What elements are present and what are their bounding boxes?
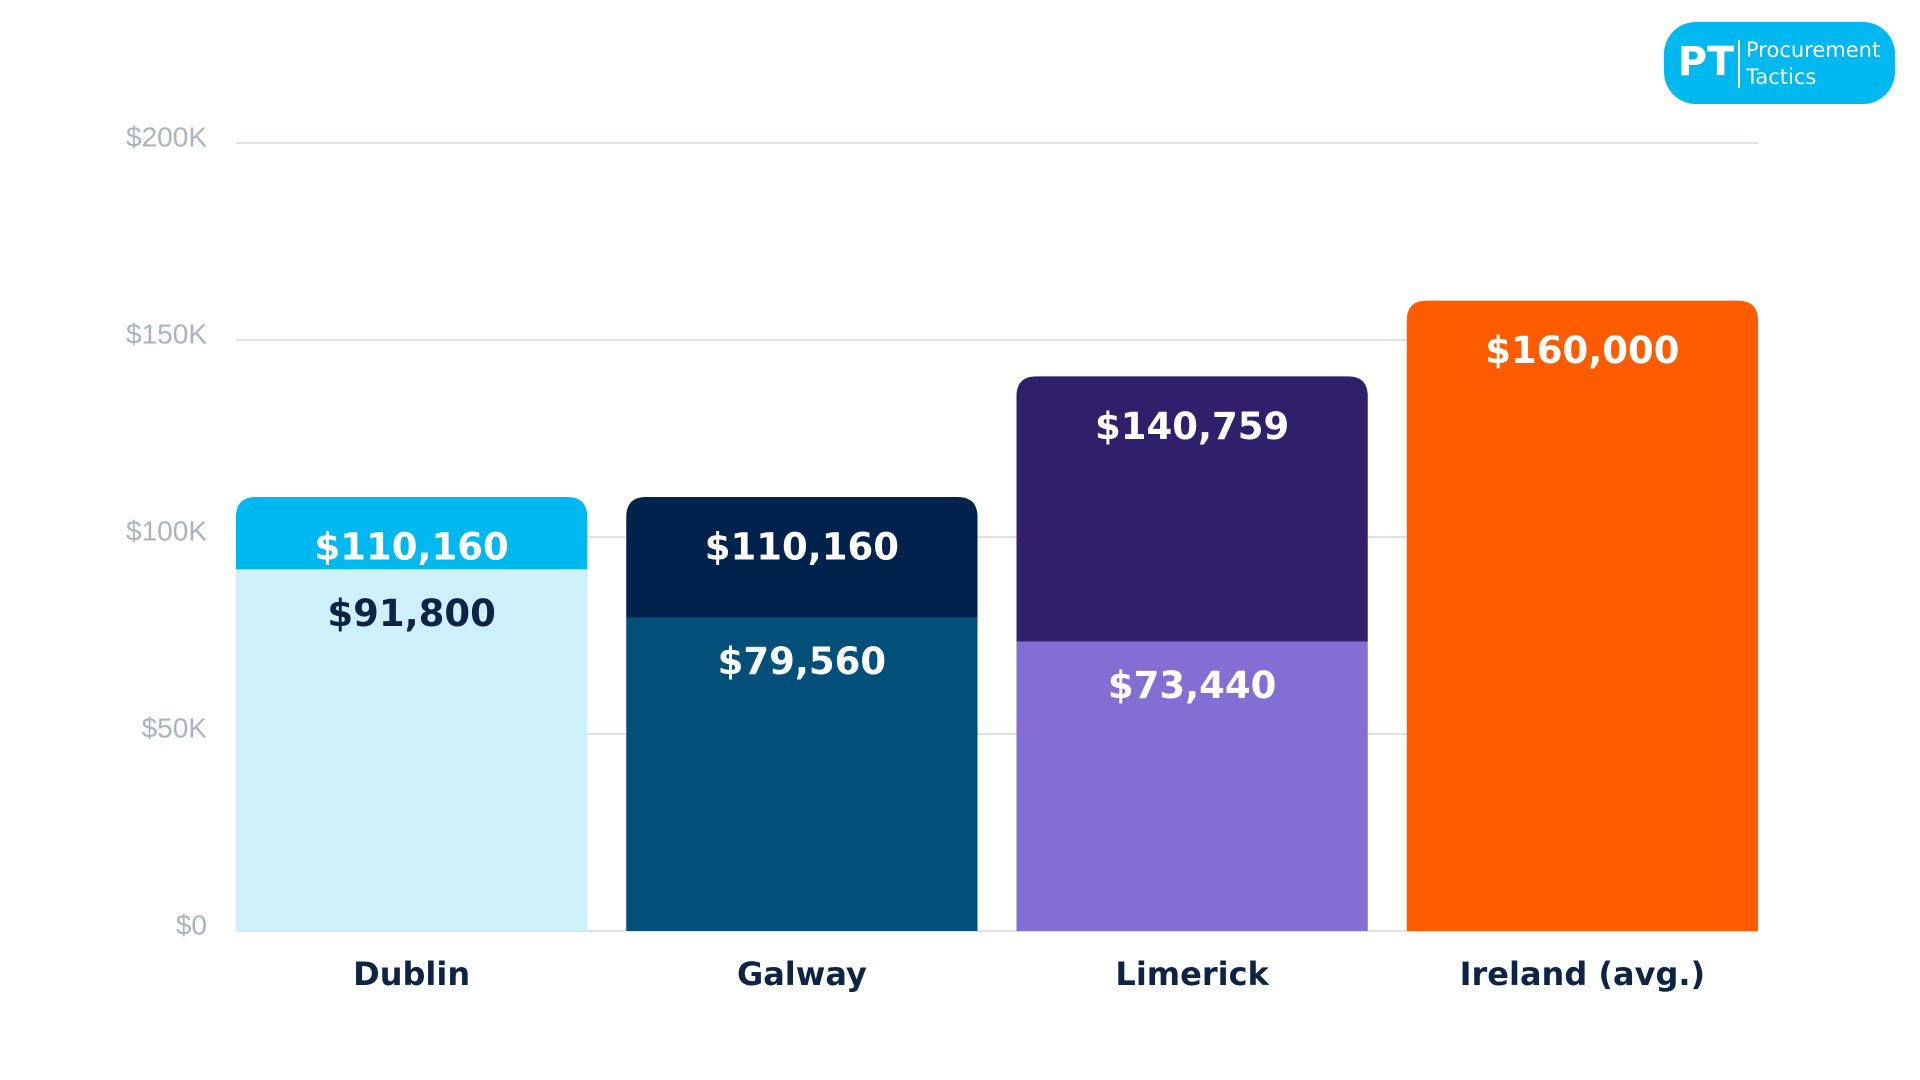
y-tick-label: $0 bbox=[176, 909, 207, 940]
bar-low bbox=[236, 569, 588, 931]
value-label: $160,000 bbox=[1485, 329, 1679, 372]
value-label: $79,560 bbox=[718, 640, 887, 683]
bar-low bbox=[1016, 641, 1368, 931]
value-label: $73,440 bbox=[1108, 664, 1277, 707]
y-tick-label: $100K bbox=[126, 515, 207, 546]
x-tick-label: Ireland (avg.) bbox=[1460, 955, 1706, 993]
value-label: $110,160 bbox=[705, 525, 899, 568]
x-tick-label: Limerick bbox=[1115, 955, 1269, 993]
y-tick-label: $50K bbox=[142, 712, 208, 743]
value-label: $91,800 bbox=[327, 592, 496, 635]
x-tick-label: Galway bbox=[737, 955, 867, 993]
bar-low bbox=[626, 617, 978, 931]
bar-high bbox=[1406, 300, 1758, 932]
logo-badge bbox=[1664, 22, 1895, 104]
logo-text: Tactics bbox=[1745, 65, 1816, 89]
logo-text: Procurement bbox=[1746, 38, 1880, 62]
value-label: $110,160 bbox=[314, 525, 508, 568]
y-tick-label: $200K bbox=[126, 121, 207, 152]
y-tick-label: $150K bbox=[126, 318, 207, 349]
logo: PT Procurement Tactics bbox=[1664, 22, 1895, 104]
logo-mark: PT bbox=[1678, 39, 1735, 85]
bar-high bbox=[236, 496, 588, 570]
bar-high bbox=[626, 496, 978, 618]
bar-high bbox=[1016, 376, 1368, 642]
x-tick-label: Dublin bbox=[353, 955, 470, 993]
value-label: $140,759 bbox=[1095, 405, 1289, 448]
